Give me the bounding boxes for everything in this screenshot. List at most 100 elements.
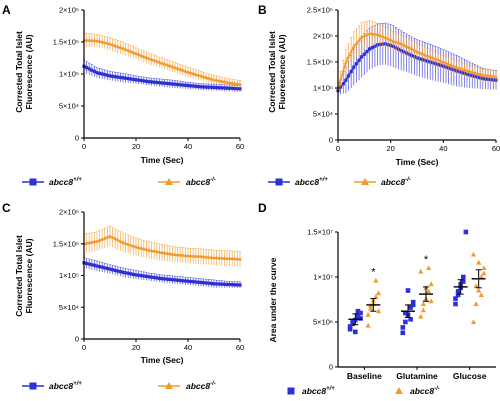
panel-d-wt-point bbox=[461, 279, 466, 284]
panel-b-ytick-label: 1.5×10⁵ bbox=[307, 58, 333, 67]
panel-d-ytick-label: 5×10⁶ bbox=[313, 318, 333, 327]
panel-a-series-wt-line bbox=[83, 65, 241, 90]
panel-a-xtick-label: 40 bbox=[184, 142, 192, 151]
legend-b-wt: abcc8+/+ bbox=[268, 177, 328, 187]
panel-d-ko-point bbox=[470, 319, 477, 324]
panel-a-ytick-label: 0 bbox=[75, 134, 79, 143]
svg-text:abcc8+/+: abcc8+/+ bbox=[49, 177, 82, 187]
panel-d-ko-point bbox=[426, 265, 432, 270]
legend-d-wt-label: abcc8 bbox=[302, 386, 326, 396]
panel-d-wt-point bbox=[455, 289, 461, 294]
panel-label-d: D bbox=[258, 201, 267, 215]
panel-d-wt-point bbox=[358, 310, 363, 316]
panel-label-c: C bbox=[2, 201, 11, 215]
panel-d-ko-point bbox=[428, 298, 434, 304]
panel-c-legend: abcc8+/+ abcc8-/- bbox=[22, 381, 216, 391]
panel-label-b: B bbox=[258, 3, 267, 17]
panel-c-series-ko-line bbox=[83, 235, 241, 260]
panel-b-ytick-label: 2.5×10⁵ bbox=[307, 6, 333, 15]
panel-b-ylabel: Corrected Total Islet Fluorescence (AU) bbox=[267, 31, 287, 113]
panel-d-wt-point bbox=[353, 329, 358, 335]
panel-d-ko-point bbox=[473, 283, 479, 288]
panel-c-xtick-label: 20 bbox=[132, 343, 140, 352]
panel-d-wt-point bbox=[400, 330, 406, 336]
panel-d-ko-point bbox=[426, 288, 432, 294]
legend-c-wt: abcc8+/+ bbox=[22, 381, 82, 391]
panel-d-wt-point bbox=[408, 317, 413, 322]
legend-a-wt-genotype: +/+ bbox=[73, 177, 82, 183]
panel-d-ko-point bbox=[375, 290, 382, 296]
panel-d-ko-point bbox=[365, 322, 371, 328]
legend-a-wt-label: abcc8 bbox=[49, 177, 73, 187]
panel-d-ko-point bbox=[418, 313, 424, 319]
panel-d-wt-point bbox=[358, 316, 363, 321]
panel-d-plot: * Baseline * Glutamine Glucose 0 5×10⁶ 1×10⁷ 1.5… bbox=[307, 228, 496, 381]
svg-text:abcc8+/+: abcc8+/+ bbox=[302, 386, 335, 396]
panel-b-plot: 0 5×10⁴ 1×10⁵ 1.5×10⁵ 2×10⁵ 2.5×10⁵ 0 20 40 60 bbox=[307, 6, 500, 153]
panel-b-ytick-label: 2×10⁵ bbox=[313, 32, 333, 41]
panel-d-wt-point bbox=[355, 308, 361, 314]
panel-c-ytick-label: 5×10⁴ bbox=[59, 303, 79, 312]
legend-d-ko-genotype: -/- bbox=[434, 386, 440, 392]
panel-a-xlabel: Time (Sec) bbox=[141, 155, 184, 165]
panel-d-ylabel-line1: Area under the curve bbox=[268, 257, 278, 342]
panel-d-ko-point bbox=[476, 259, 482, 265]
panel-a-xtick-label: 60 bbox=[236, 142, 244, 151]
panel-a-ytick-label: 1.5×10⁵ bbox=[53, 38, 79, 47]
legend-d-ko-marker bbox=[395, 387, 403, 394]
panel-a-series-ko bbox=[82, 32, 242, 89]
panel-c-xlabel: Time (Sec) bbox=[141, 355, 184, 365]
panel-d-ko-point bbox=[375, 308, 382, 314]
panel-b-series-ko bbox=[336, 20, 498, 94]
panel-c-series-ko bbox=[82, 225, 242, 267]
panel-d-wt-point bbox=[405, 288, 411, 293]
panel-a-plot: 0 5×10⁴ 1×10⁵ 1.5×10⁵ 2×10⁵ 0 20 40 60 bbox=[53, 6, 244, 151]
panel-c-series-wt bbox=[82, 257, 242, 289]
panel-d-wt-point bbox=[410, 299, 416, 305]
legend-a-ko-label: abcc8 bbox=[186, 177, 210, 187]
panel-c-ytick-label: 2×10⁵ bbox=[59, 208, 79, 217]
legend-d-ko: abcc8-/- bbox=[395, 386, 440, 396]
panel-d-ko-point bbox=[428, 281, 434, 287]
panel-d-wt-point bbox=[463, 229, 469, 235]
svg-text:abcc8-/-: abcc8-/- bbox=[381, 177, 411, 187]
panel-c-ytick-label: 1×10⁵ bbox=[59, 271, 79, 280]
panel-d-wt-point bbox=[347, 326, 353, 332]
panel-b-xtick-label: 40 bbox=[439, 144, 447, 153]
svg-text:abcc8-/-: abcc8-/- bbox=[410, 386, 440, 396]
panel-b-xtick-label: 60 bbox=[492, 144, 500, 153]
legend-a-ko: abcc8-/- bbox=[158, 177, 216, 187]
panel-d-wt-point bbox=[403, 319, 408, 325]
panel-b-legend: abcc8+/+ abcc8-/- bbox=[268, 177, 411, 187]
legend-c-ko-label: abcc8 bbox=[186, 381, 210, 391]
panel-b-xtick-label: 20 bbox=[386, 144, 394, 153]
panel-c-ylabel-line1: Corrected Total Islet bbox=[14, 235, 24, 317]
panel-a-legend: abcc8+/+ abcc8-/- bbox=[22, 177, 216, 187]
panel-b-ytick-label: 5×10⁴ bbox=[313, 110, 333, 119]
legend-b-wt-label: abcc8 bbox=[295, 177, 319, 187]
panel-c-ylabel: Corrected Total Islet Fluorescence (AU) bbox=[14, 235, 34, 317]
panel-d-wt-point bbox=[453, 296, 458, 301]
legend-d-wt-genotype: +/+ bbox=[326, 386, 335, 392]
panel-c-xtick-label: 40 bbox=[184, 343, 192, 352]
panel-c-xtick-label: 60 bbox=[236, 343, 244, 352]
panel-d-ko-point bbox=[365, 312, 371, 317]
legend-c-wt-label: abcc8 bbox=[49, 381, 73, 391]
panel-a-ytick-label: 5×10⁴ bbox=[59, 102, 79, 111]
panel-b: B Corrected Total Islet Fluorescence (AU… bbox=[258, 3, 500, 187]
svg-text:abcc8-/-: abcc8-/- bbox=[186, 381, 216, 391]
panel-c: C Corrected Total Islet Fluorescence (AU… bbox=[2, 201, 244, 391]
panel-d-ytick-label: 1×10⁷ bbox=[313, 273, 333, 282]
legend-c-ko-genotype: -/- bbox=[210, 381, 216, 387]
panel-d-significance: * bbox=[424, 254, 429, 266]
legend-b-wt-marker bbox=[275, 178, 283, 186]
panel-b-xlabel: Time (Sec) bbox=[396, 157, 439, 167]
legend-b-ko-marker bbox=[361, 178, 369, 185]
legend-b-ko-label: abcc8 bbox=[381, 177, 405, 187]
panel-d-wt-point bbox=[455, 292, 461, 298]
panel-d-wt-point bbox=[355, 314, 361, 319]
panel-d-category-label: Glutamine bbox=[396, 371, 438, 381]
legend-a-wt: abcc8+/+ bbox=[22, 177, 82, 187]
panel-d-legend: abcc8+/+ abcc8-/- bbox=[287, 386, 440, 396]
